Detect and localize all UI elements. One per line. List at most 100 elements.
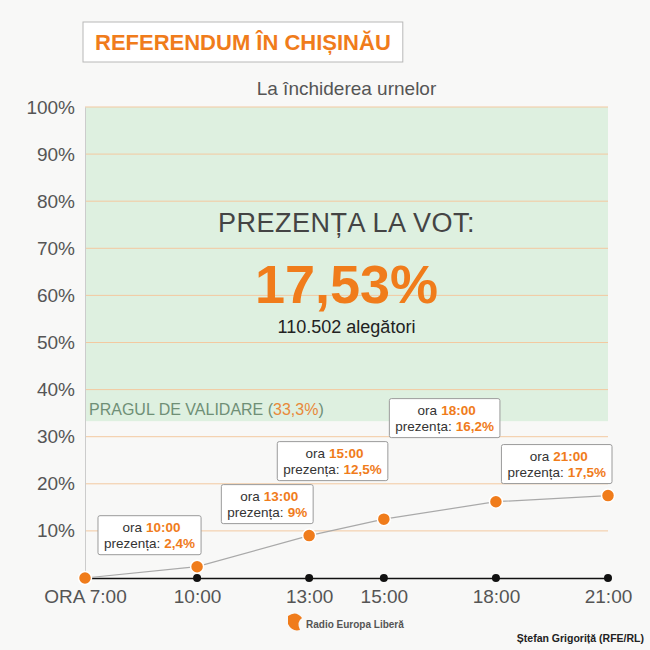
- threshold-value-label: 33,3%: [273, 401, 318, 418]
- x-tick-dot: [492, 574, 500, 582]
- y-axis-line: [85, 108, 86, 579]
- x-axis: ORA 7:00 10:00 13:00 15:00 18:00 21:00: [44, 574, 632, 607]
- data-label: 12,5%: [344, 462, 382, 477]
- data-point: [602, 489, 615, 502]
- grid-line: [85, 107, 608, 108]
- x-tick-dot: [604, 574, 612, 582]
- x-tick: 10:00: [174, 578, 222, 607]
- annotation-box: [389, 399, 500, 438]
- x-axis-line: [86, 578, 609, 580]
- grid-line: [85, 154, 608, 155]
- data-label: 9%: [288, 505, 308, 520]
- annotation-box: [221, 485, 313, 524]
- y-tick: 100%: [26, 97, 85, 118]
- credit: Ștefan Grigoriță (RFE/RL): [517, 632, 644, 644]
- x-tick-label: 21:00: [585, 586, 633, 607]
- annotation-time: 21:00: [553, 449, 588, 464]
- background: [0, 0, 650, 650]
- x-tick-dot: [305, 574, 313, 582]
- annotation-time: 13:00: [264, 489, 299, 504]
- title: REFERENDUM ÎN CHIȘINĂU: [95, 30, 391, 55]
- headline-label: PREZENȚA LA VOT:: [218, 208, 475, 238]
- x-tick: 18:00: [473, 578, 521, 607]
- y-tick-label: 40%: [37, 379, 75, 400]
- data-point: [191, 560, 204, 573]
- annotation: ora18:00prezența: 16,2%: [389, 399, 500, 438]
- y-tick-label: 70%: [37, 238, 75, 259]
- y-tick: 90%: [37, 144, 85, 165]
- y-tick-label: 90%: [37, 144, 75, 165]
- annotation-value-prefix: prezența:: [395, 419, 451, 434]
- data-point: [489, 495, 502, 508]
- chart-svg: REFERENDUM ÎN CHIȘINĂU La închiderea urne…: [0, 0, 650, 650]
- annotation-time-prefix: ora: [530, 449, 550, 464]
- y-tick: 50%: [37, 332, 85, 353]
- annotation-text: ora10:00prezența:2,4%: [104, 520, 195, 551]
- y-tick: 10%: [37, 520, 85, 541]
- annotation: ora10:00prezența:2,4%: [98, 516, 201, 555]
- grid-line: [85, 201, 608, 202]
- y-tick: 80%: [37, 191, 85, 212]
- source-logo: Radio Europa Liberă: [288, 613, 404, 630]
- threshold-label: PRAGUL DE VALIDARE (33,3%): [89, 401, 324, 418]
- annotation-time: 10:00: [146, 520, 181, 535]
- threshold-label-text: PRAGUL DE VALIDARE (: [89, 401, 274, 418]
- y-tick-label: 30%: [37, 426, 75, 447]
- annotation-time-prefix: ora: [123, 520, 143, 535]
- annotation-box: [98, 516, 201, 555]
- y-tick: 20%: [37, 473, 85, 494]
- data-point: [377, 513, 390, 526]
- source: Radio Europa Liberă: [306, 619, 404, 630]
- chart-container: REFERENDUM ÎN CHIȘINĂU La închiderea urne…: [0, 0, 650, 650]
- annotation-text: ora13:00prezența:9%: [227, 489, 307, 520]
- data-label: 16,2%: [456, 419, 494, 434]
- x-tick-label: ORA 7:00: [44, 586, 126, 607]
- grid-line: [85, 389, 608, 390]
- annotation-value-prefix: prezența:: [227, 505, 283, 520]
- x-tick-dot: [380, 574, 388, 582]
- annotation-box: [501, 445, 612, 484]
- annotation-time-prefix: ora: [418, 403, 438, 418]
- annotation: ora13:00prezența:9%: [221, 485, 313, 524]
- annotation-value-prefix: prezența:: [104, 536, 160, 551]
- y-tick-label: 50%: [37, 332, 75, 353]
- headline-voters: 110.502 alegători: [278, 317, 416, 337]
- headline-turnout: 17,53%: [255, 254, 438, 314]
- annotation-time-prefix: ora: [306, 446, 326, 461]
- grid-line: [85, 342, 608, 343]
- y-tick: 40%: [37, 379, 85, 400]
- threshold-label-end: ): [318, 401, 323, 418]
- x-tick-dot: [193, 574, 201, 582]
- x-tick: 13:00: [286, 578, 334, 607]
- x-tick-label: 13:00: [286, 586, 334, 607]
- annotation-time: 18:00: [441, 403, 476, 418]
- subtitle: La închiderea urnelor: [257, 78, 437, 99]
- annotation-text: ora18:00prezența: 16,2%: [395, 403, 494, 434]
- title-box: [83, 22, 403, 62]
- annotation: ora15:00prezența: 12,5%: [277, 442, 388, 481]
- annotation-text: ora21:00prezența:17,5%: [507, 449, 606, 480]
- grid: [85, 107, 608, 531]
- x-tick-label: 18:00: [473, 586, 521, 607]
- x-tick-label: 15:00: [361, 586, 409, 607]
- data-point: [79, 572, 92, 585]
- annotation-value-prefix: prezența:: [283, 462, 339, 477]
- y-tick: 70%: [37, 238, 85, 259]
- x-tick: 21:00: [585, 578, 633, 607]
- data-label: 17,5%: [568, 465, 606, 480]
- plot-area: [79, 489, 615, 584]
- annotation-time: 15:00: [329, 446, 364, 461]
- grid-line: [85, 248, 608, 249]
- annotation-text: ora15:00prezența: 12,5%: [283, 446, 382, 477]
- data-line: [85, 496, 608, 578]
- y-tick-label: 100%: [26, 97, 75, 118]
- logo-icon: [288, 613, 302, 630]
- y-tick-label: 60%: [37, 285, 75, 306]
- annotation-box: [277, 442, 388, 481]
- grid-line: [85, 436, 608, 437]
- y-tick-label: 80%: [37, 191, 75, 212]
- data-point: [303, 529, 316, 542]
- annotation: ora21:00prezența:17,5%: [501, 445, 612, 484]
- y-tick: 30%: [37, 426, 85, 447]
- y-axis: 10% 20% 30% 40% 50% 60% 70% 80% 90% 100%: [26, 97, 85, 579]
